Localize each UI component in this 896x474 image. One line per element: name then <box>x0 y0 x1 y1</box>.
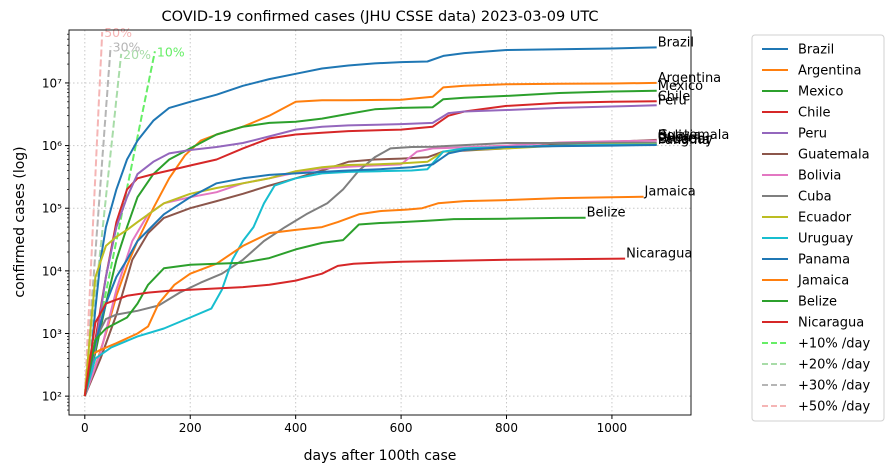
series-end-label: Mexico <box>658 79 703 94</box>
series-end-label: Nicaragua <box>626 247 692 262</box>
series-line <box>83 143 657 397</box>
series-end-label: Ecuador <box>658 132 712 147</box>
series-end-label: Guatemala <box>658 128 730 143</box>
reference-line <box>83 32 104 397</box>
legend-label: +10% /day <box>798 337 871 352</box>
series-line <box>83 257 626 397</box>
plot-frame <box>68 29 692 416</box>
reference-line-label: 50% <box>104 25 132 40</box>
series-end-label: Argentina <box>658 71 721 86</box>
legend-label: Mexico <box>798 85 843 100</box>
y-tick-label: 10⁷ <box>42 76 62 90</box>
series-end-label: Brazil <box>658 35 694 50</box>
reference-line-label: 10% <box>157 44 185 59</box>
legend-label: Bolivia <box>798 169 841 184</box>
series-end-label: Chile <box>658 89 691 104</box>
reference-line <box>83 46 112 397</box>
x-tick-label: 200 <box>179 421 202 435</box>
x-axis-label: days after 100th case <box>304 448 457 464</box>
series-line <box>83 46 657 397</box>
reference-line <box>83 51 156 397</box>
legend-label: Brazil <box>798 43 834 58</box>
series-end-label: Cuba <box>658 131 692 146</box>
chart-title: COVID-19 confirmed cases (JHU CSSE data)… <box>161 9 598 25</box>
series-end-label: Belize <box>587 206 626 221</box>
legend: Brazil Argentina Mexico Chile Peru Guatemala B… <box>751 34 885 422</box>
series-line <box>83 143 657 397</box>
legend-label: Argentina <box>798 64 861 79</box>
y-tick-label: 10⁵ <box>42 202 62 216</box>
series-line <box>83 216 586 397</box>
reference-line <box>83 53 123 397</box>
legend-label: Jamaica <box>797 274 849 289</box>
reference-line-label: 30% <box>113 39 141 54</box>
series-line <box>83 141 657 397</box>
series-end-label: Uruguay <box>658 133 714 148</box>
y-tick-label: 10² <box>42 390 62 404</box>
y-axis-label: confirmed cases (log) <box>12 146 28 297</box>
legend-label: Uruguay <box>798 232 854 247</box>
series-end-label: Peru <box>658 93 687 108</box>
legend-label: +50% /day <box>798 400 871 415</box>
series-end-label: Panama <box>658 133 710 148</box>
reference-lines: 10% 20%30%50% <box>83 25 185 397</box>
series-line <box>83 81 657 397</box>
legend-label: Nicaragua <box>798 316 864 331</box>
grid <box>69 30 691 415</box>
x-tick-label: 600 <box>390 421 413 435</box>
legend-box <box>751 34 885 422</box>
legend-label: +20% /day <box>798 358 871 373</box>
data-series <box>83 46 657 397</box>
y-tick-label: 10⁴ <box>42 264 62 278</box>
series-end-label: Jamaica <box>644 185 696 200</box>
legend-label: +30% /day <box>798 379 871 394</box>
series-line <box>83 139 657 397</box>
y-axis: 10² 10³ 10⁴ 10⁵ 10⁶ 10⁷ <box>42 33 69 411</box>
y-tick-label: 10⁶ <box>42 139 62 153</box>
x-tick-label: 800 <box>495 421 518 435</box>
legend-label: Guatemala <box>798 148 870 163</box>
x-tick-label: 1000 <box>597 421 628 435</box>
series-line <box>83 89 657 397</box>
series-line <box>83 195 644 397</box>
x-axis: 0 200 400 600 800 1000 <box>81 415 627 435</box>
series-line <box>83 144 657 397</box>
legend-label: Belize <box>798 295 837 310</box>
series-end-labels: BrazilArgentinaMexicoChilePeruGuatemalaB… <box>587 35 730 261</box>
series-line <box>83 100 657 397</box>
legend-label: Chile <box>798 106 831 121</box>
legend-label: Ecuador <box>798 211 852 226</box>
legend-label: Peru <box>798 127 827 142</box>
y-tick-label: 10³ <box>42 327 62 341</box>
reference-line-label: 20% <box>123 47 151 62</box>
legend-label: Panama <box>798 253 850 268</box>
legend-label: Cuba <box>798 190 832 205</box>
series-line <box>83 104 657 397</box>
x-tick-label: 400 <box>284 421 307 435</box>
series-end-label: Bolivia <box>658 129 701 144</box>
x-tick-label: 0 <box>81 421 89 435</box>
